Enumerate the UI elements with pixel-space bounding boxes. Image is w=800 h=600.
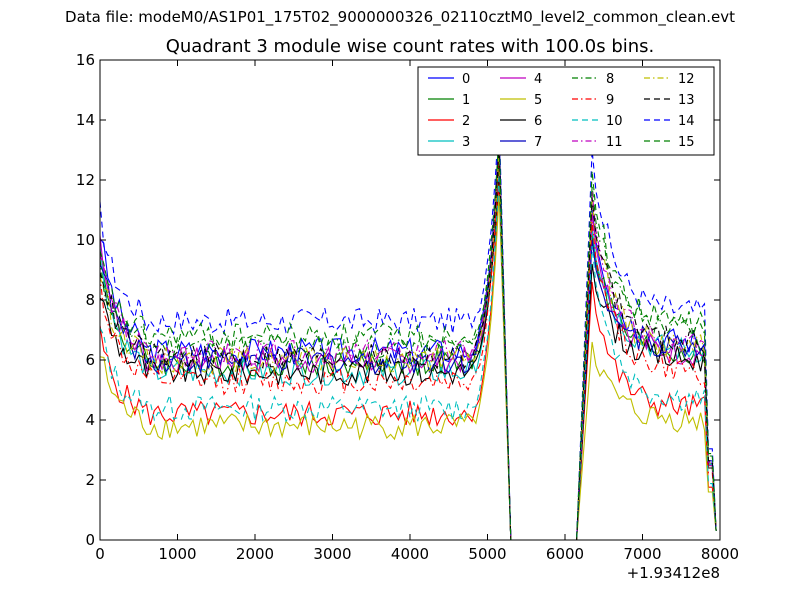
- x-tick-label: 2000: [236, 545, 274, 563]
- legend-box: [417, 66, 715, 156]
- legend-label-13: 13: [678, 93, 695, 108]
- series-line-13: [99, 146, 717, 541]
- legend-label-15: 15: [678, 135, 695, 150]
- series-line-0: [99, 140, 717, 541]
- legend-label-0: 0: [462, 72, 470, 87]
- series-line-5: [99, 194, 717, 541]
- y-tick-label: 4: [85, 411, 95, 429]
- y-tick-label: 0: [85, 531, 95, 549]
- series-line-8: [99, 149, 717, 541]
- series-line-7: [99, 131, 717, 541]
- y-tick-label: 14: [76, 111, 95, 129]
- y-tick-label: 16: [76, 51, 95, 69]
- data-file-title: Data file: modeM0/AS1P01_175T02_90000003…: [65, 8, 735, 26]
- legend-label-3: 3: [462, 135, 470, 150]
- chart-title: Quadrant 3 module wise count rates with …: [165, 36, 655, 57]
- y-tick-label: 12: [76, 171, 95, 189]
- x-tick-label: 6000: [546, 545, 584, 563]
- legend-label-1: 1: [462, 93, 470, 108]
- legend-label-7: 7: [534, 135, 542, 150]
- x-tick-label: 0: [95, 545, 105, 563]
- y-tick-label: 2: [85, 471, 95, 489]
- legend-label-14: 14: [678, 114, 695, 129]
- legend-label-6: 6: [534, 114, 542, 129]
- series-line-3: [99, 149, 717, 541]
- x-tick-label: 4000: [391, 545, 429, 563]
- series-line-12: [99, 152, 717, 541]
- legend-label-11: 11: [606, 135, 623, 150]
- y-tick-label: 6: [85, 351, 95, 369]
- y-tick-label: 10: [76, 231, 95, 249]
- legend-label-5: 5: [534, 93, 542, 108]
- legend-label-4: 4: [534, 72, 542, 87]
- legend-label-8: 8: [606, 72, 614, 87]
- x-tick-label: 7000: [623, 545, 661, 563]
- x-offset-label: +1.93412e8: [627, 564, 720, 582]
- series-line-6: [99, 167, 717, 541]
- series-line-14: [99, 116, 717, 541]
- series-line-9: [99, 155, 717, 541]
- y-tick-label: 8: [85, 291, 95, 309]
- x-tick-label: 1000: [158, 545, 196, 563]
- legend-label-10: 10: [606, 114, 623, 129]
- x-tick-label: 8000: [701, 545, 739, 563]
- x-tick-label: 3000: [313, 545, 351, 563]
- legend-label-2: 2: [462, 114, 470, 129]
- legend-label-12: 12: [678, 72, 695, 87]
- x-tick-label: 5000: [468, 545, 506, 563]
- legend-label-9: 9: [606, 93, 614, 108]
- series-line-15: [99, 134, 717, 541]
- series-line-10: [99, 173, 717, 541]
